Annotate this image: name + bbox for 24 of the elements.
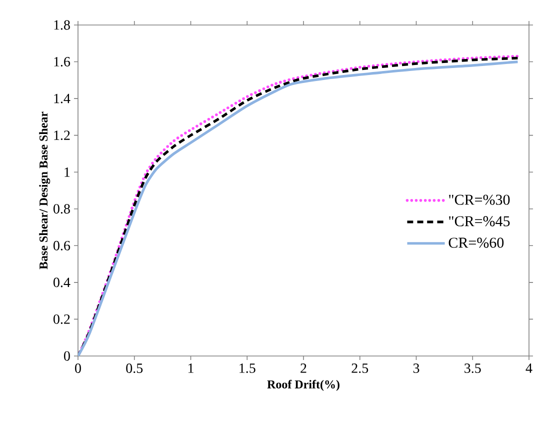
y-tick-label: 0.2 [54, 314, 70, 324]
x-tick-label: 3.5 [464, 364, 481, 373]
y-tick-label: 1.6 [54, 57, 70, 67]
x-tick-label: 0 [75, 364, 81, 373]
x-tick-label: 1.5 [240, 364, 256, 373]
y-tick-label: 0.8 [54, 204, 70, 214]
x-tick-label: 0.5 [126, 364, 143, 374]
x-tick-label: 1 [188, 364, 194, 373]
y-tick-label: 0 [64, 351, 70, 361]
y-axis-title: Base Shear/ Design Base Shear [39, 112, 50, 270]
x-tick-label: 2.5 [352, 364, 368, 373]
y-tick-label: 1.4 [54, 94, 70, 104]
x-tick-label: 2 [300, 364, 306, 373]
legend-label: "CR=%30 [449, 194, 510, 205]
y-tick-label: 1.8 [54, 20, 70, 30]
legend-label: CR=%60 [448, 238, 504, 248]
x-tick-label: 4 [526, 364, 532, 373]
legend-label: "CR=%45 [449, 216, 510, 226]
x-axis-title: Roof Drift(%) [267, 380, 340, 391]
y-tick-label: 1 [64, 167, 70, 177]
x-tick-label: 3 [413, 364, 420, 373]
y-tick-label: 0.6 [54, 240, 70, 250]
y-tick-label: 1.2 [54, 130, 70, 140]
y-tick-label: 0.4 [54, 278, 70, 288]
